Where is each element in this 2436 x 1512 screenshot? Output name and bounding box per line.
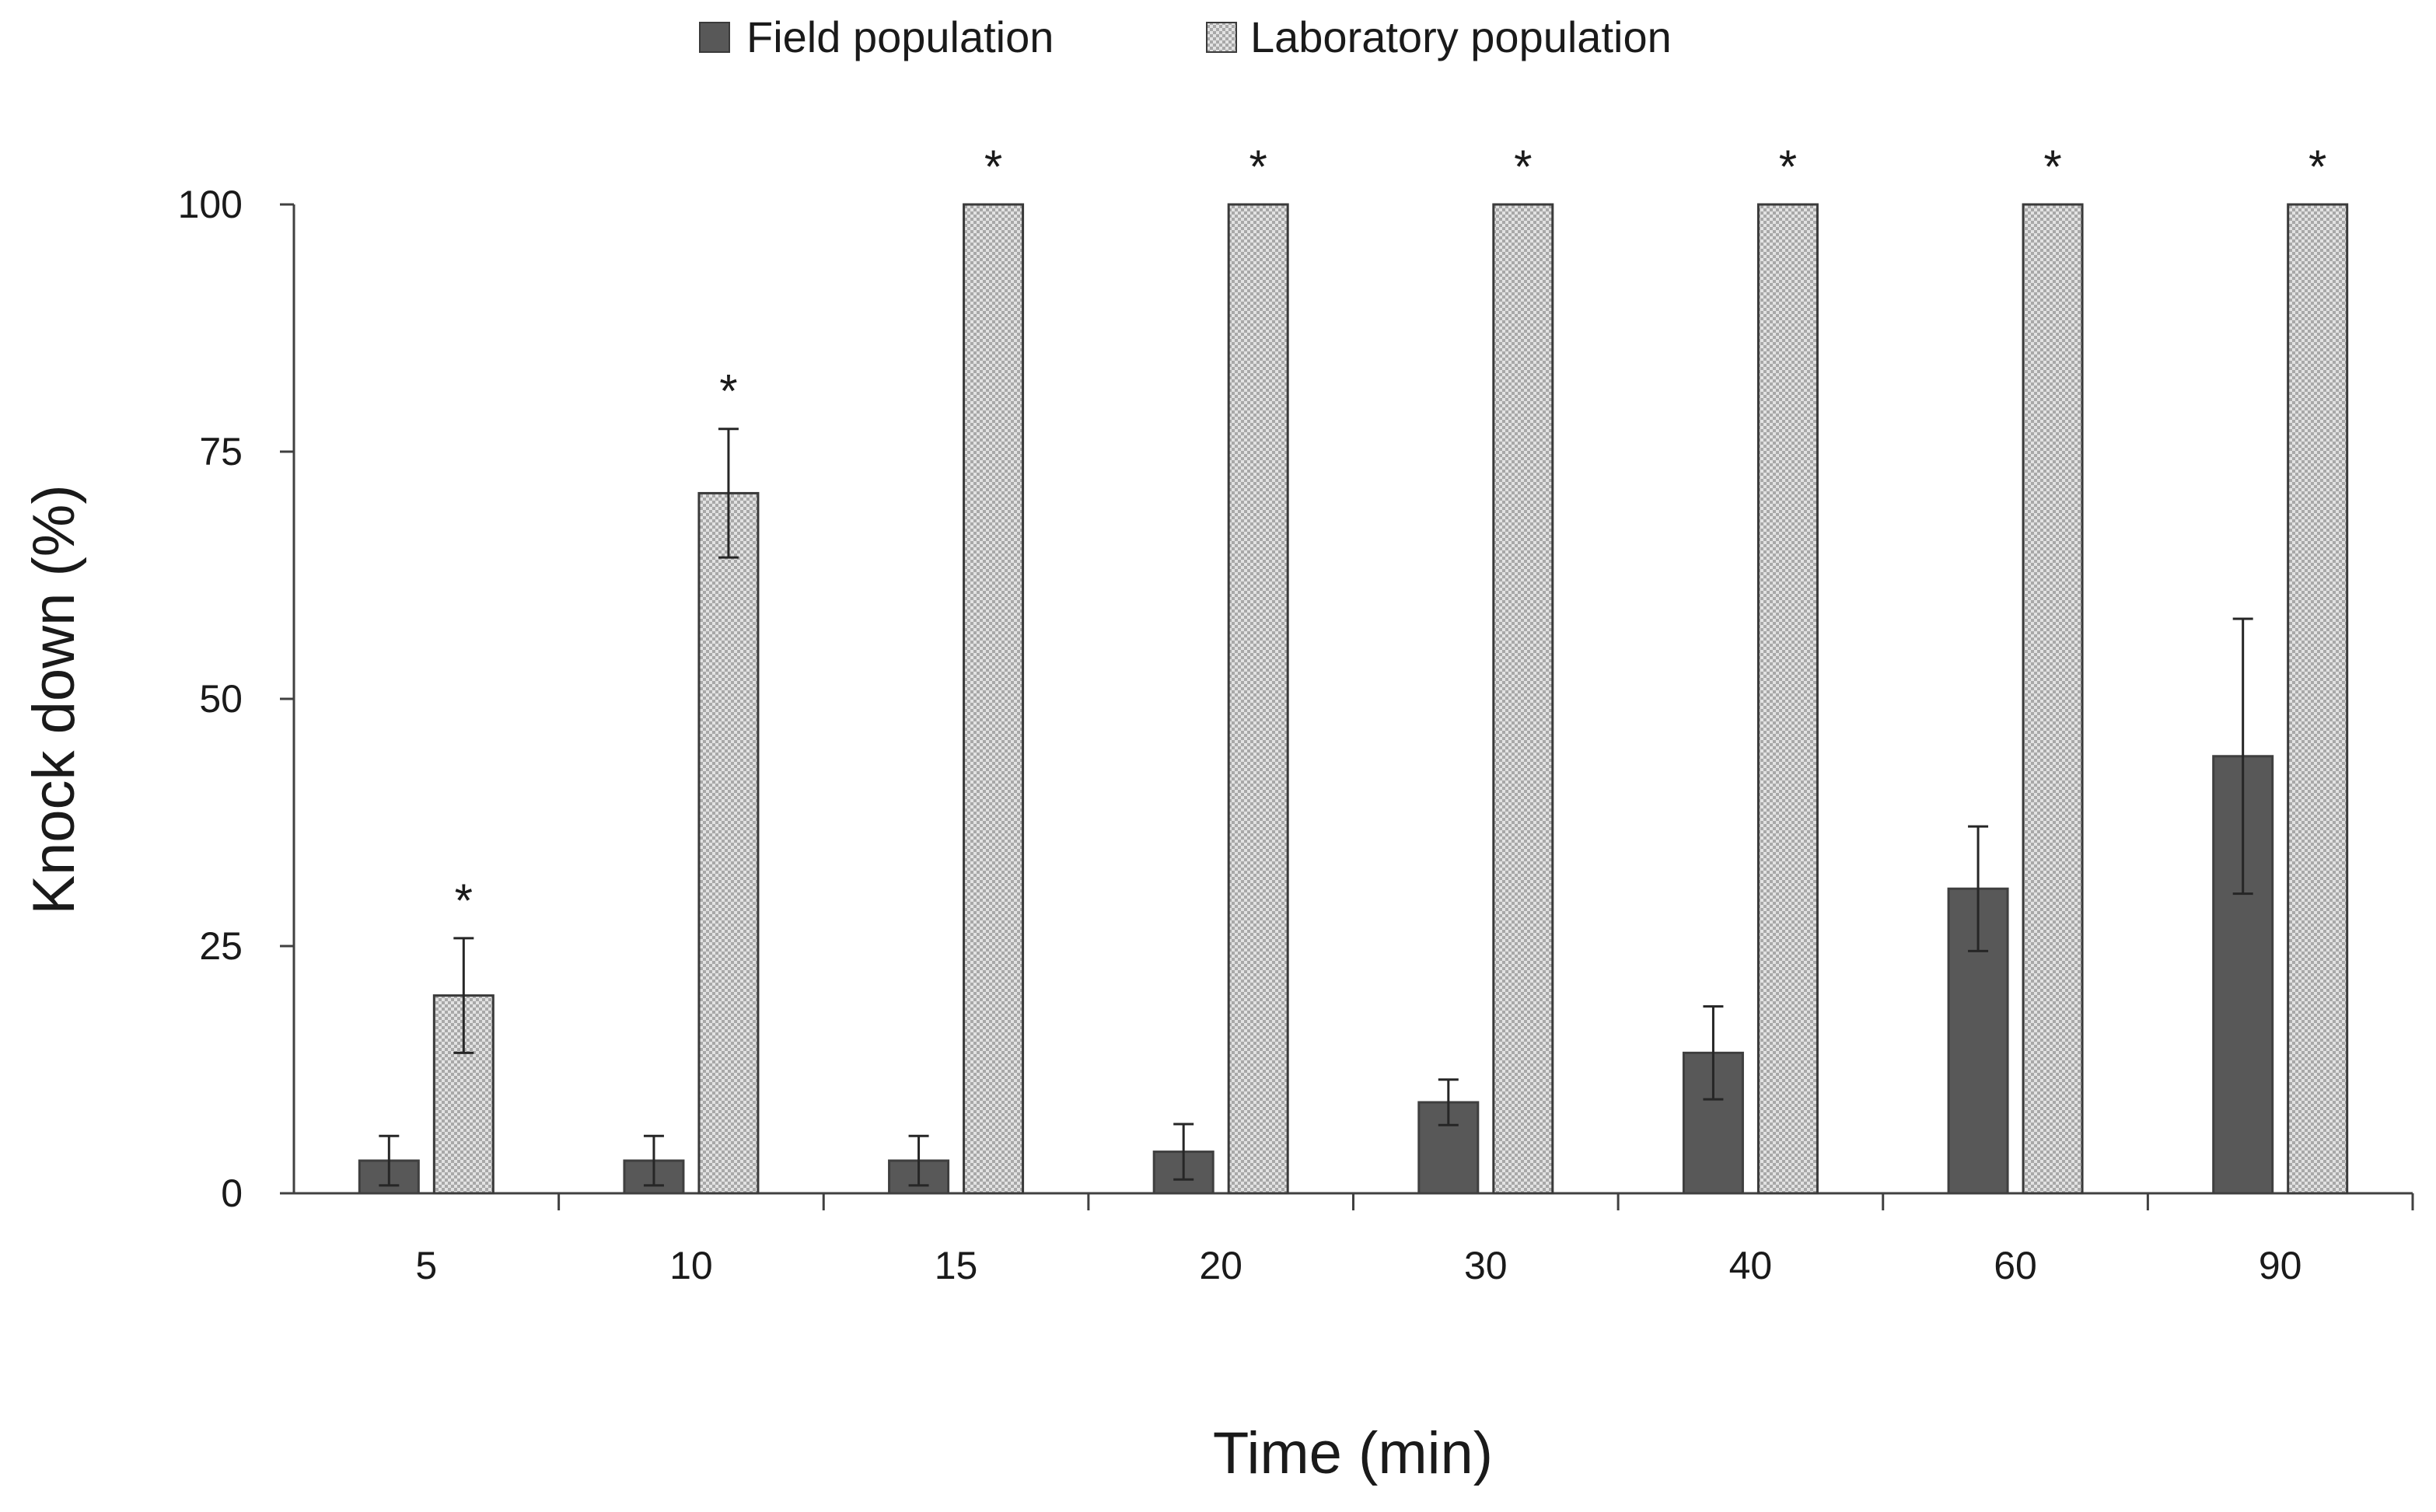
x-tick-label: 40 (1729, 1244, 1773, 1287)
significance-markers: * * * * * * * * (455, 141, 2327, 927)
bar-laboratory (2287, 203, 2349, 1195)
bar-laboratory (1492, 203, 1554, 1195)
bar-laboratory (963, 203, 1025, 1195)
y-tick-label: 0 (221, 1172, 243, 1215)
x-tick-label: 10 (669, 1244, 713, 1287)
legend-label-laboratory: Laboratory population (1250, 12, 1672, 61)
y-axis-title: Knock down (%) (21, 484, 87, 914)
y-tick-label: 25 (199, 924, 243, 968)
significance-asterisk: * (984, 141, 1002, 193)
significance-asterisk: * (2308, 141, 2326, 193)
significance-asterisk: * (1514, 141, 1532, 193)
legend-label-field: Field population (746, 12, 1054, 61)
y-axis-ticks: 0 25 50 75 100 (178, 183, 294, 1215)
y-tick-label: 100 (178, 183, 243, 226)
x-axis-title: Time (min) (1213, 1420, 1493, 1486)
error-bars (379, 428, 2253, 1187)
legend: Field population Laboratory population (699, 12, 1672, 61)
bar-laboratory (2022, 203, 2084, 1195)
significance-asterisk: * (1779, 141, 1797, 193)
bar-laboratory (697, 491, 760, 1195)
significance-asterisk: * (455, 875, 473, 927)
significance-asterisk: * (2043, 141, 2061, 193)
y-tick-label: 75 (199, 430, 243, 473)
x-tick-label: 60 (1994, 1244, 2037, 1287)
x-axis-ticks: 5 10 15 20 30 40 60 90 (415, 1193, 2414, 1287)
y-tick-label: 50 (199, 677, 243, 721)
x-tick-label: 15 (935, 1244, 978, 1287)
legend-swatch-laboratory (1206, 22, 1237, 53)
x-tick-label: 20 (1199, 1244, 1242, 1287)
bar-laboratory (1756, 203, 1819, 1195)
x-tick-label: 5 (415, 1244, 437, 1287)
significance-asterisk: * (1249, 141, 1267, 193)
x-tick-label: 90 (2259, 1244, 2302, 1287)
x-tick-label: 30 (1464, 1244, 1508, 1287)
significance-asterisk: * (719, 365, 737, 417)
bars (358, 203, 2349, 1195)
legend-swatch-field (699, 22, 730, 53)
bar-laboratory (1227, 203, 1289, 1195)
